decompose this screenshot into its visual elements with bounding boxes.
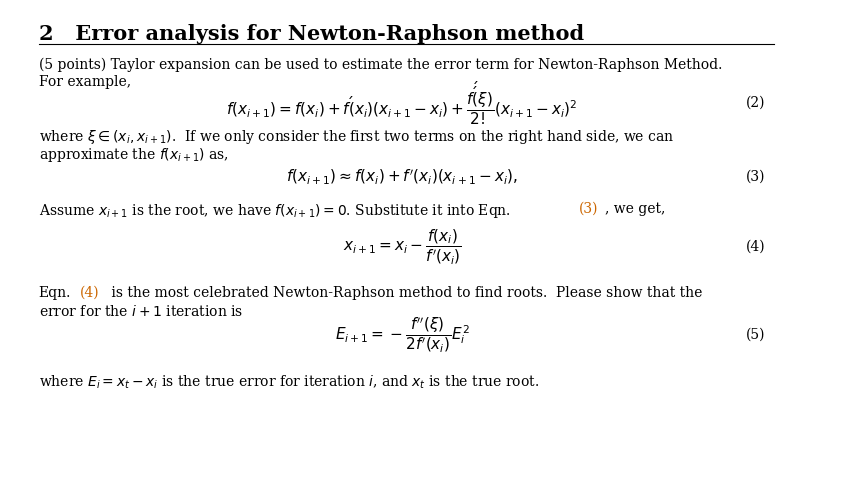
Text: $E_{i+1} = -\dfrac{f''(\xi)}{2f'(x_i)} E_i^2$: $E_{i+1} = -\dfrac{f''(\xi)}{2f'(x_i)} E… [334, 315, 469, 355]
Text: where $E_i = x_t - x_i$ is the true error for iteration $i$, and $x_t$ is the tr: where $E_i = x_t - x_i$ is the true erro… [38, 374, 538, 391]
Text: (3): (3) [578, 202, 597, 216]
Text: is the most celebrated Newton-Raphson method to find roots.  Please show that th: is the most celebrated Newton-Raphson me… [106, 286, 701, 300]
Text: (5 points) Taylor expansion can be used to estimate the error term for Newton-Ra: (5 points) Taylor expansion can be used … [38, 57, 721, 72]
Text: (4): (4) [746, 240, 765, 253]
Text: error for the $i+1$ iteration is: error for the $i+1$ iteration is [38, 304, 243, 319]
Text: (5): (5) [746, 328, 765, 342]
Text: 2   Error analysis for Newton-Raphson method: 2 Error analysis for Newton-Raphson meth… [38, 24, 583, 44]
Text: (4): (4) [79, 286, 99, 300]
Text: approximate the $f(x_{i+1})$ as,: approximate the $f(x_{i+1})$ as, [38, 147, 228, 164]
Text: $x_{i+1} = x_i - \dfrac{f(x_i)}{f'(x_i)}$: $x_{i+1} = x_i - \dfrac{f(x_i)}{f'(x_i)}… [343, 227, 461, 266]
Text: $f(x_{i+1}) \approx f(x_i) + f'(x_i)(x_{i+1} - x_i),$: $f(x_{i+1}) \approx f(x_i) + f'(x_i)(x_{… [286, 167, 517, 186]
Text: , we get,: , we get, [605, 202, 665, 216]
Text: where $\xi \in (x_i, x_{i+1})$.  If we only consider the first two terms on the : where $\xi \in (x_i, x_{i+1})$. If we on… [38, 128, 673, 146]
Text: (2): (2) [746, 96, 765, 110]
Text: Eqn.: Eqn. [38, 286, 71, 300]
Text: Assume $x_{i+1}$ is the root, we have $f(x_{i+1}) = 0$. Substitute it into Eqn.: Assume $x_{i+1}$ is the root, we have $f… [38, 202, 509, 220]
Text: $f(x_{i+1}) = f(x_i) + f\'(x_i)(x_{i+1} - x_i) + \dfrac{f\'\'(\xi)}{2!}(x_{i+1} : $f(x_{i+1}) = f(x_i) + f\'(x_i)(x_{i+1} … [226, 79, 577, 127]
Text: For example,: For example, [38, 75, 130, 89]
Text: (3): (3) [746, 169, 765, 183]
